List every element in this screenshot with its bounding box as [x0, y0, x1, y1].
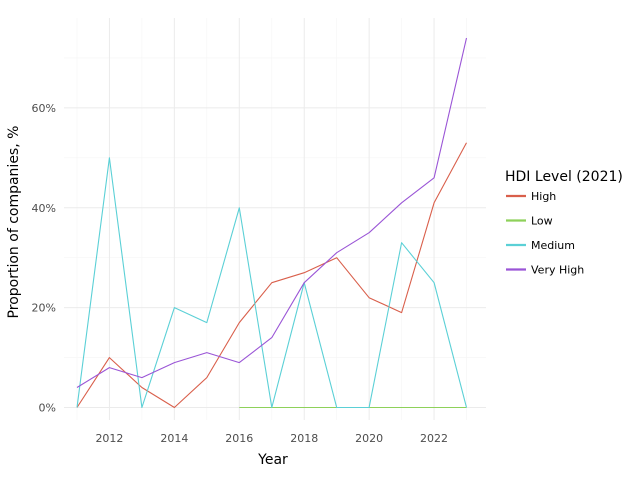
x-axis-title: Year — [257, 452, 288, 468]
y-tick-label: 0% — [39, 402, 56, 415]
legend-label: Medium — [531, 239, 575, 252]
series-line-medium — [76, 157, 468, 409]
y-axis-ticks: 0% 20% 40% 60% — [32, 102, 56, 415]
legend-label: Very High — [531, 264, 584, 277]
y-axis-title: Proportion of companies, % — [6, 126, 22, 319]
x-tick-label: 2022 — [420, 432, 448, 445]
y-tick-label: 40% — [32, 202, 56, 215]
x-tick-label: 2016 — [225, 432, 253, 445]
legend-items: High Low Medium Very High — [506, 190, 584, 277]
x-tick-label: 2018 — [290, 432, 318, 445]
legend-title: HDI Level (2021) — [505, 169, 623, 185]
x-tick-label: 2014 — [160, 432, 188, 445]
legend: HDI Level (2021) High Low Medium Very High — [505, 169, 623, 277]
series-line-high — [76, 142, 467, 409]
x-tick-label: 2012 — [95, 432, 123, 445]
y-tick-label: 20% — [32, 302, 56, 315]
legend-item-medium: Medium — [506, 239, 575, 252]
legend-item-low: Low — [506, 215, 553, 228]
legend-label: Low — [531, 215, 553, 228]
y-tick-label: 60% — [32, 102, 56, 115]
series-lines — [76, 37, 468, 409]
x-tick-label: 2020 — [355, 432, 383, 445]
series-line-very-high — [76, 37, 468, 388]
x-axis-ticks: 2012 2014 2016 2018 2020 2022 — [95, 432, 448, 445]
legend-label: High — [531, 190, 556, 203]
legend-item-high: High — [506, 190, 556, 203]
legend-item-very-high: Very High — [506, 264, 584, 277]
grid — [64, 18, 486, 420]
